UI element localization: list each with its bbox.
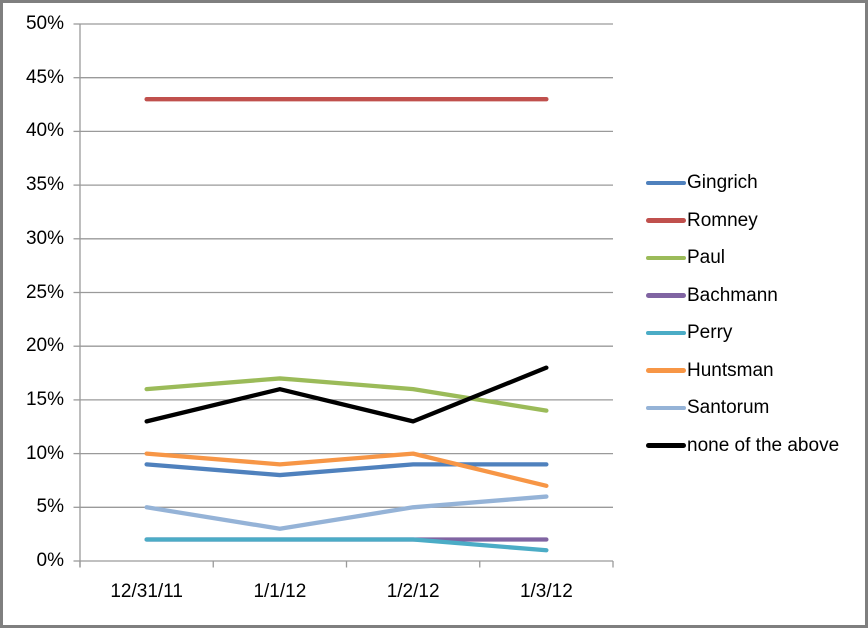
- x-tick-label: 12/31/11: [110, 581, 183, 602]
- legend-item-romney: Romney: [646, 206, 758, 236]
- y-tick-label: 15%: [25, 388, 64, 410]
- series-line-santorum: [144, 494, 549, 531]
- legend-item-none-of-the-above: none of the above: [646, 431, 839, 461]
- legend-item-santorum: Santorum: [646, 393, 769, 423]
- y-tick-label: 5%: [36, 496, 64, 518]
- legend-line-swatch: [646, 443, 686, 448]
- y-tick-label: 35%: [25, 174, 64, 196]
- series-line-gingrich: [144, 462, 549, 478]
- legend-label: none of the above: [687, 434, 840, 456]
- legend-line-swatch: [646, 405, 686, 411]
- legend-label: Santorum: [687, 397, 770, 418]
- legend-label: Huntsman: [687, 359, 774, 381]
- legend-line-swatch: [646, 330, 686, 336]
- y-tick-label: 20%: [25, 335, 64, 357]
- y-tick-label: 0%: [36, 550, 64, 571]
- legend-item-bachmann: Bachmann: [646, 281, 778, 311]
- series-line-perry: [144, 537, 549, 553]
- y-tick-label: 40%: [25, 120, 64, 142]
- y-tick-label: 10%: [25, 442, 64, 464]
- legend-line-swatch: [646, 180, 686, 186]
- series-line-huntsman: [144, 451, 549, 488]
- y-tick-label: 50%: [25, 13, 64, 34]
- legend-label: Perry: [687, 322, 733, 343]
- legend-item-paul: Paul: [646, 243, 725, 273]
- x-tick-label: 1/2/12: [386, 581, 440, 602]
- legend-label: Gingrich: [687, 172, 758, 193]
- legend-label: Romney: [687, 209, 758, 231]
- x-tick-label: 1/1/12: [253, 581, 307, 602]
- y-tick-label: 45%: [25, 66, 64, 88]
- legend-label: Paul: [687, 247, 726, 268]
- series-line-none-of-the-above: [144, 365, 549, 424]
- legend-item-perry: Perry: [646, 318, 732, 348]
- legend-item-huntsman: Huntsman: [646, 356, 774, 386]
- legend-line-swatch: [646, 293, 686, 298]
- legend-label: Bachmann: [687, 284, 778, 306]
- series-line-paul: [144, 376, 549, 413]
- y-tick-label: 30%: [25, 227, 64, 249]
- legend-line-swatch: [646, 368, 686, 373]
- legend-item-gingrich: Gingrich: [646, 168, 758, 198]
- legend-line-swatch: [646, 255, 686, 261]
- y-tick-label: 25%: [25, 281, 64, 303]
- x-tick-label: 1/3/12: [519, 581, 573, 602]
- legend-line-swatch: [646, 218, 686, 223]
